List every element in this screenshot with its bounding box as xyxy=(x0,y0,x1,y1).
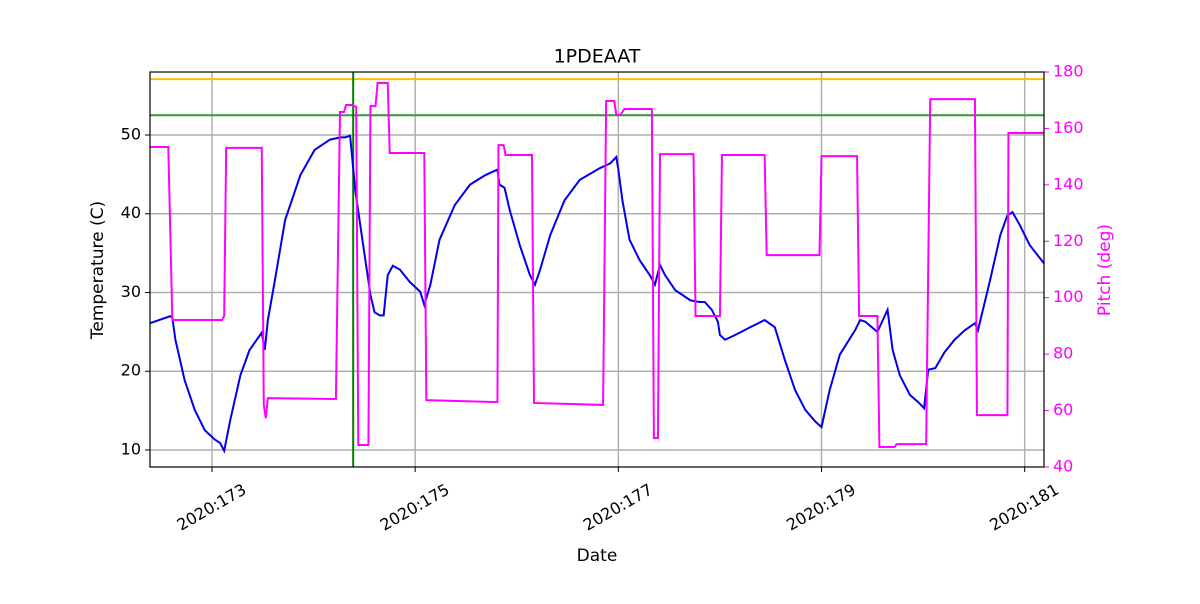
y2-tick-label: 100 xyxy=(1053,287,1084,306)
x-tick-label: 2020:181 xyxy=(986,480,1062,535)
data-line xyxy=(150,82,1044,448)
y-axis-label: Temperature (C) xyxy=(88,201,108,340)
x-tick-label: 2020:175 xyxy=(377,480,453,535)
y2-axis-label: Pitch (deg) xyxy=(1095,224,1115,316)
y-tick-label: 40 xyxy=(121,203,141,222)
y-tick-label: 30 xyxy=(121,282,141,301)
y2-tick-label: 80 xyxy=(1053,344,1073,363)
x-tick-label: 2020:173 xyxy=(174,480,250,535)
y2-tick-label: 160 xyxy=(1053,118,1084,137)
y2-tick-label: 120 xyxy=(1053,231,1084,250)
y-tick-label: 50 xyxy=(121,124,141,143)
y2-tick-label: 60 xyxy=(1053,400,1073,419)
y-tick-label: 10 xyxy=(121,439,141,458)
x-axis-label: Date xyxy=(577,546,618,566)
y-tick-label: 20 xyxy=(121,361,141,380)
chart-title: 1PDEAAT xyxy=(554,46,641,68)
x-tick-label: 2020:179 xyxy=(783,480,859,535)
plot-frame xyxy=(149,71,1045,468)
y2-tick-label: 180 xyxy=(1053,62,1084,81)
y2-tick-label: 140 xyxy=(1053,174,1084,193)
data-line xyxy=(150,134,1044,454)
x-tick-label: 2020:177 xyxy=(580,480,656,535)
y2-tick-label: 40 xyxy=(1053,457,1073,476)
